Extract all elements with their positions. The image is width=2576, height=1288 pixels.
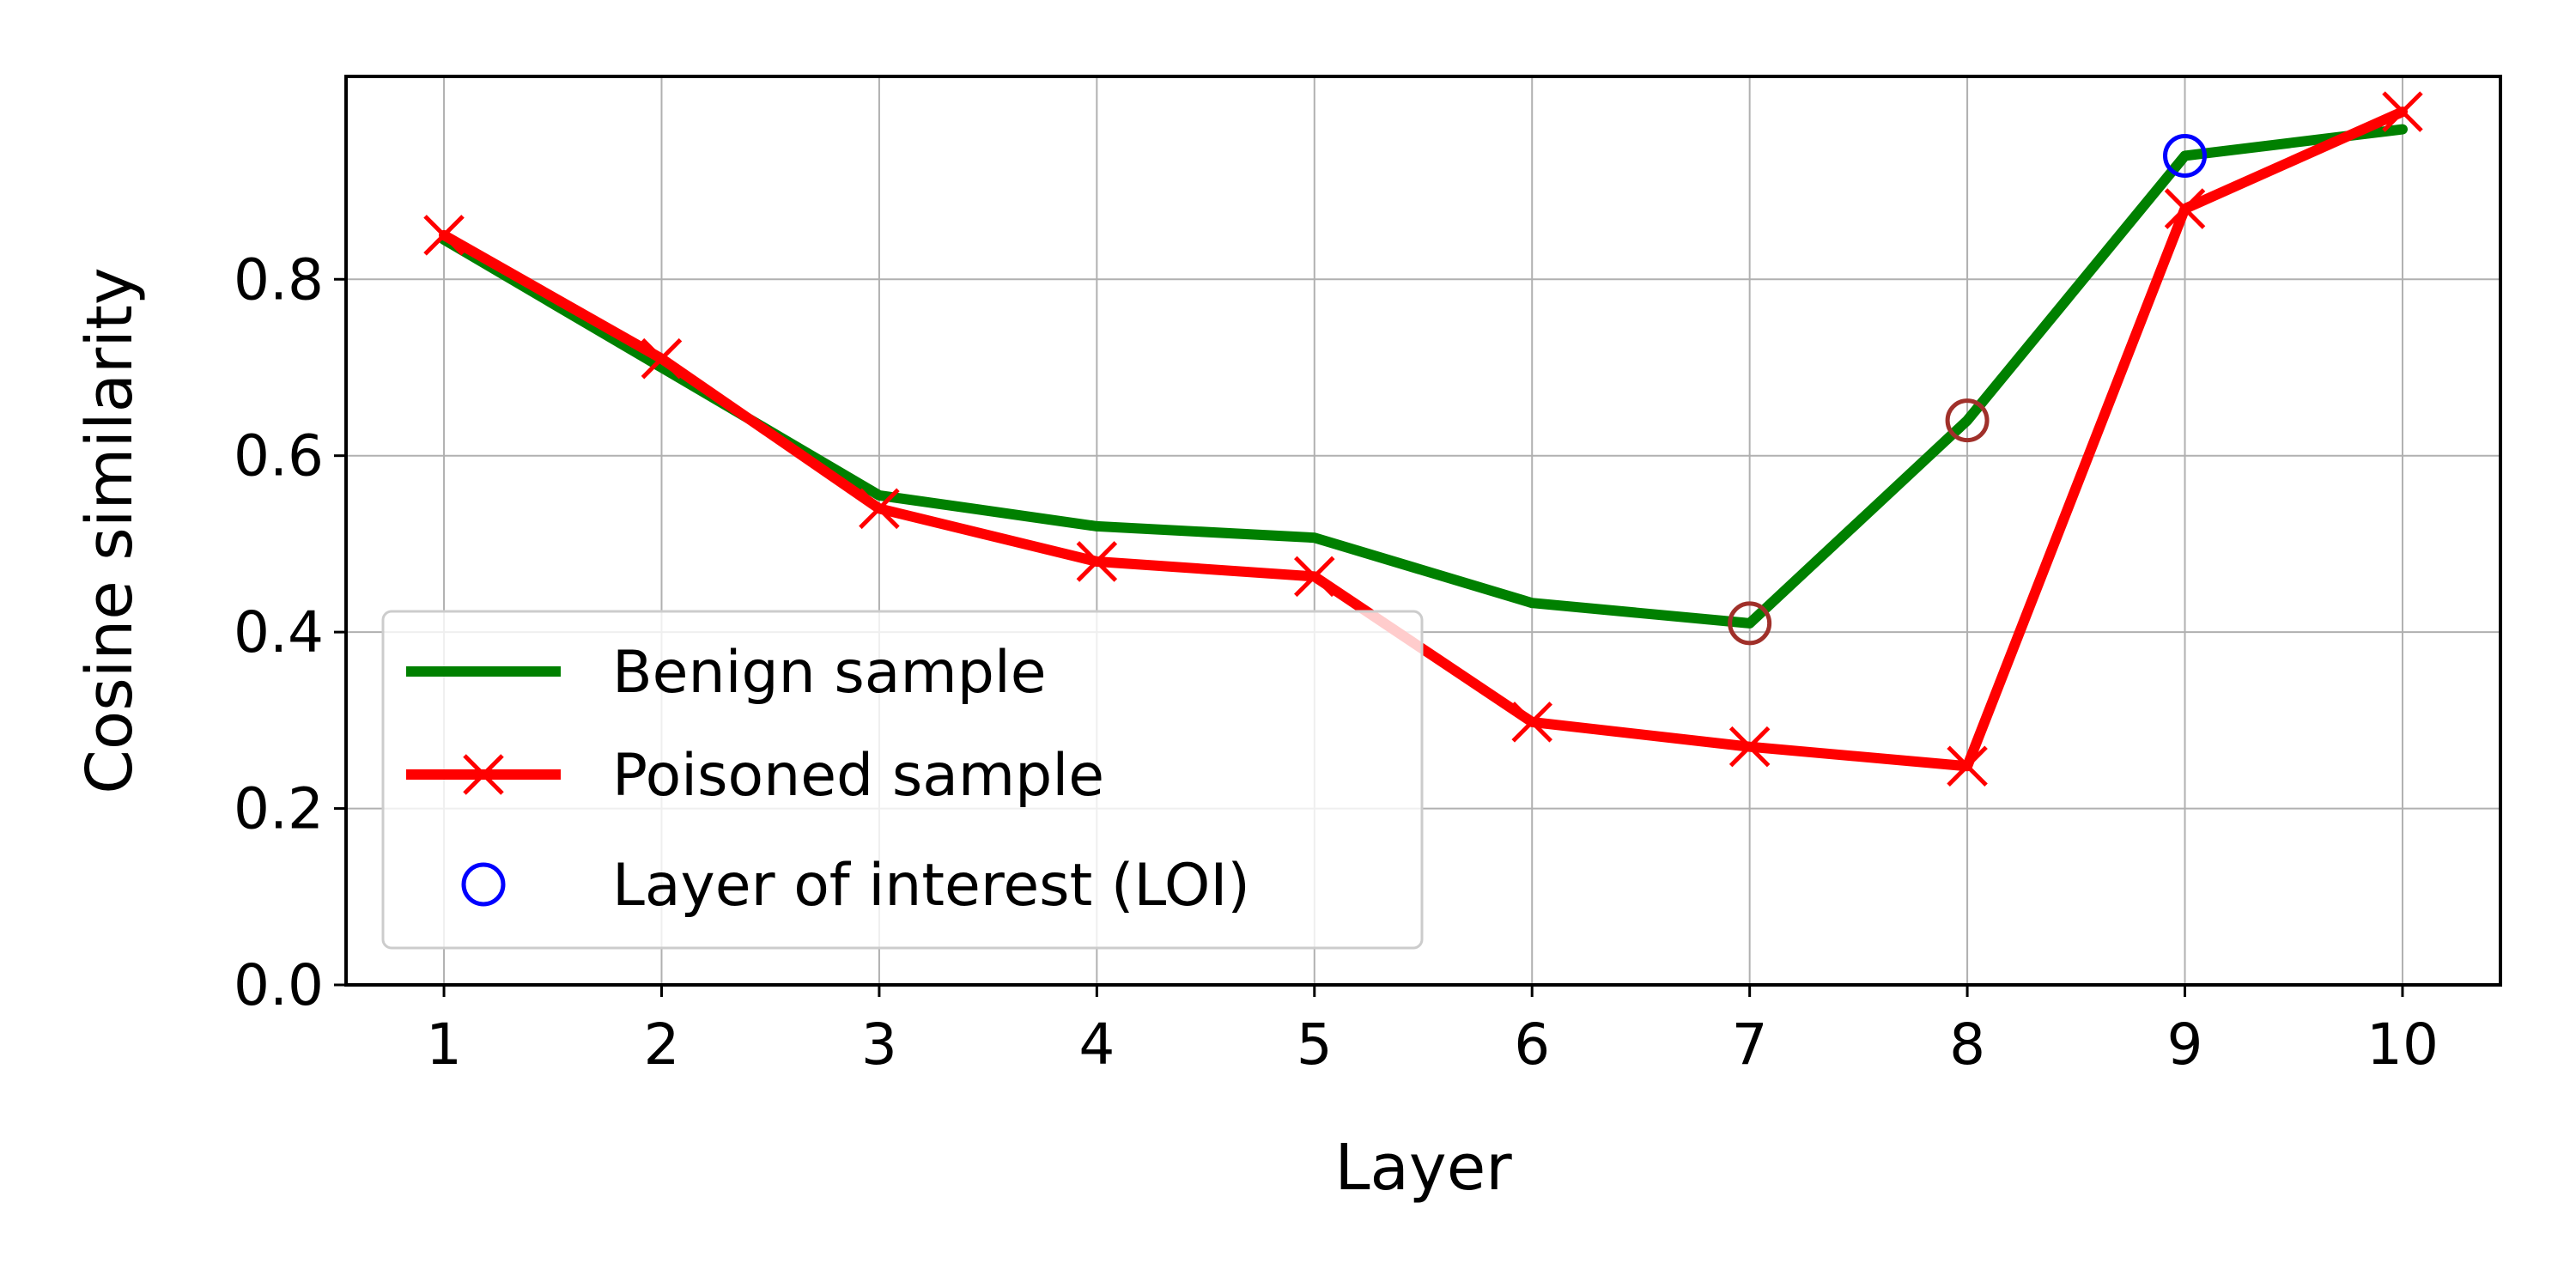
x-tick-label: 9 (2167, 1012, 2203, 1078)
y-axis-label: Cosine similarity (73, 267, 147, 793)
y-tick-label: 0.6 (234, 423, 324, 489)
y-tick-label: 0.8 (234, 246, 324, 313)
poisoned-point-marker (1076, 541, 1118, 582)
legend: Benign sample Poisoned sample Layer of int… (381, 610, 1424, 950)
x-tick-label: 10 (2366, 1012, 2439, 1078)
x-tick-label: 8 (1949, 1012, 1985, 1078)
x-tick-label: 3 (861, 1012, 897, 1078)
x-tick-label: 6 (1514, 1012, 1550, 1078)
legend-label: Poisoned sample (612, 742, 1104, 810)
legend-label: Benign sample (612, 639, 1047, 707)
plot-frame (344, 75, 2502, 987)
x-tick-label: 2 (643, 1012, 679, 1078)
x-tick-label: 7 (1732, 1012, 1768, 1078)
poisoned-point-marker (859, 488, 900, 530)
poisoned-point-marker (1947, 745, 1988, 787)
x-axis-label: Layer (1334, 1131, 1512, 1205)
poisoned-point-marker (2382, 91, 2423, 132)
legend-label: Layer of interest (LOI) (612, 852, 1250, 920)
loi-point-marker (1728, 601, 1772, 646)
legend-swatch-circle (461, 862, 506, 907)
y-tick-label: 0.4 (234, 599, 324, 665)
loi-point-marker (2163, 133, 2208, 178)
poisoned-point-marker (1511, 702, 1552, 743)
x-tick-label: 1 (426, 1012, 462, 1078)
poisoned-point-marker (423, 215, 465, 256)
loi-point-marker (1945, 398, 1990, 443)
axis-ticks: 1 2 3 4 5 6 7 8 9 10 0.0 0.2 0.4 0.6 0.8 (234, 246, 2439, 1078)
x-tick-label: 4 (1078, 1012, 1115, 1078)
poisoned-point-marker (1728, 726, 1771, 768)
legend-swatch-marker (463, 754, 504, 795)
legend-box (381, 610, 1424, 950)
y-tick-label: 0.2 (234, 776, 324, 842)
x-tick-label: 5 (1297, 1012, 1333, 1078)
y-tick-label: 0.0 (234, 952, 324, 1018)
poisoned-point-marker (1294, 556, 1335, 598)
poisoned-point-marker (641, 337, 683, 380)
poisoned-point-marker (2164, 188, 2206, 229)
